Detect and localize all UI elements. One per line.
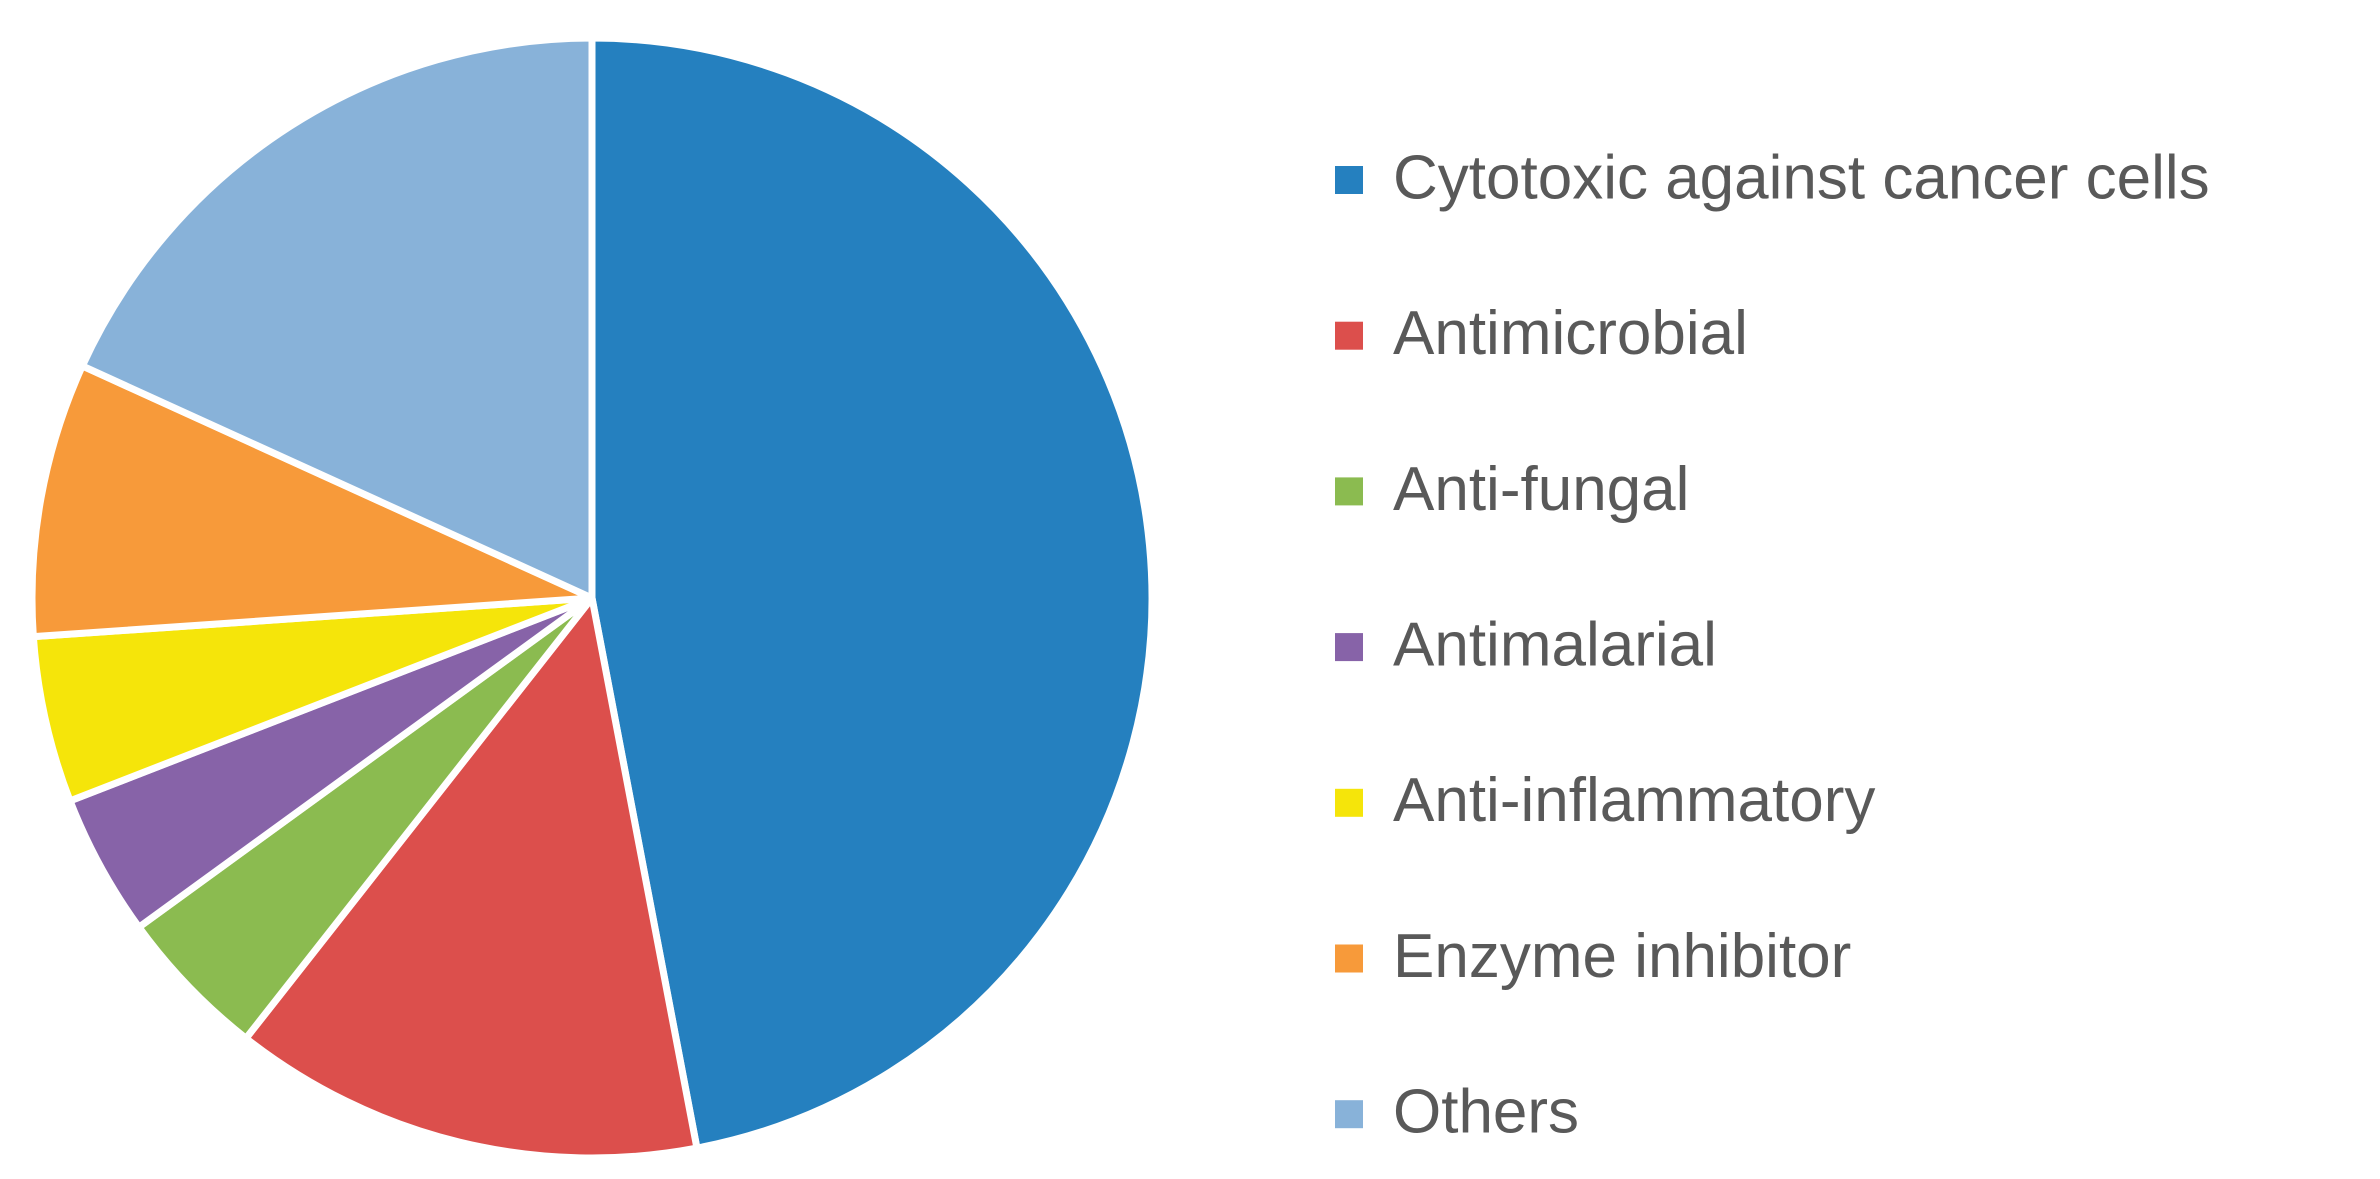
legend-swatch [1335, 1100, 1363, 1129]
pie-slice [242, 594, 701, 1162]
legend-label: Anti-fungal [1393, 455, 1689, 524]
pie-slice [588, 34, 1156, 1152]
legend-swatch [1335, 477, 1363, 506]
legend-swatch [1335, 633, 1363, 662]
legend-swatch [1335, 166, 1363, 194]
legend-swatch [1335, 321, 1363, 350]
legend-swatch [1335, 788, 1363, 817]
legend-label: Enzyme inhibitor [1393, 922, 1851, 991]
pie-slice [78, 34, 596, 602]
legend-label: Antimalarial [1393, 610, 1717, 679]
legend-label: Antimicrobial [1393, 299, 1748, 368]
legend-label: Others [1393, 1078, 1579, 1147]
legend-label: Anti-inflammatory [1393, 766, 1875, 835]
pie-slice [28, 362, 596, 641]
legend-swatch [1335, 944, 1363, 973]
legend-label: Cytotoxic against cancer cells [1393, 143, 2210, 212]
